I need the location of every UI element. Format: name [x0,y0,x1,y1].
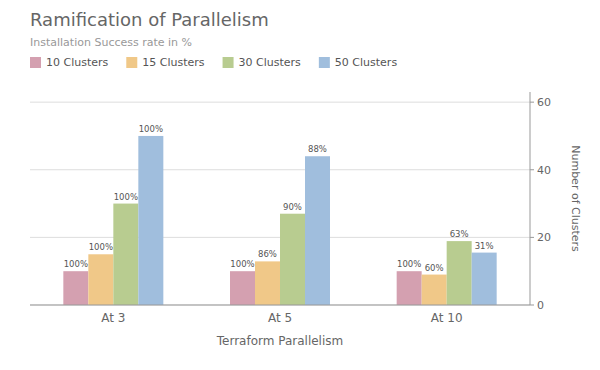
legend-label: 30 Clusters [239,56,302,69]
bar [280,214,305,305]
rate-label: 60% [425,263,444,273]
y-axis-label: Number of Clusters [569,145,582,252]
rate-label: 100% [230,259,254,269]
bar [305,156,330,305]
bar [113,204,138,305]
x-axis-label: Terraform Parallelism [216,334,343,348]
rate-labels: 100%100%100%100%86%60%100%90%63%100%88%3… [64,124,494,273]
legend-swatch [30,57,41,68]
legend-label: 15 Clusters [142,56,205,69]
legend-label: 10 Clusters [46,56,109,69]
rate-label: 63% [450,229,469,239]
grid-line [30,169,530,170]
y-tick [530,102,534,103]
legend-swatch [223,57,234,68]
legend-label: 50 Clusters [335,56,398,69]
axes: At 3 At 5 At 10 0 20 40 60 Terraform Parallelis… [30,92,582,348]
rate-label: 86% [258,249,277,259]
bar [88,254,113,305]
bar [230,271,255,305]
rate-label: 100% [397,259,421,269]
y-axis-line [530,92,531,305]
x-axis-line [30,305,530,306]
bar [255,261,280,305]
y-tick-label: 40 [537,164,551,177]
title: Ramification of Parallelism [30,9,269,30]
grid-line [30,102,530,103]
x-tick-label: At 3 [101,311,125,325]
x-tick-label: At 10 [431,311,463,325]
rate-label: 100% [89,242,113,252]
rate-label: 31% [475,241,494,251]
rate-label: 100% [114,192,138,202]
y-tick-label: 0 [537,299,544,312]
grid [30,102,530,305]
rate-label: 90% [283,202,302,212]
x-tick-label: At 5 [268,311,292,325]
legend: 10 Clusters 15 Clusters 30 Clusters 50 Clus… [30,56,397,69]
legend-swatch [126,57,137,68]
bar [422,275,447,305]
y-tick [530,169,534,170]
y-tick-label: 20 [537,231,551,244]
bars [63,136,496,305]
y-tick [530,305,534,306]
bar [472,253,497,305]
rate-label: 100% [139,124,163,134]
bar [63,271,88,305]
subtitle: Installation Success rate in % [30,36,192,49]
y-tick-label: 60 [537,96,551,109]
bar [447,241,472,305]
rate-label: 100% [64,259,88,269]
bar [397,271,422,305]
legend-swatch [319,57,330,68]
bar [138,136,163,305]
grid-line [30,305,530,306]
y-tick [530,237,534,238]
rate-label: 88% [308,144,327,154]
chart: Ramification of Parallelism Installation … [0,0,600,370]
